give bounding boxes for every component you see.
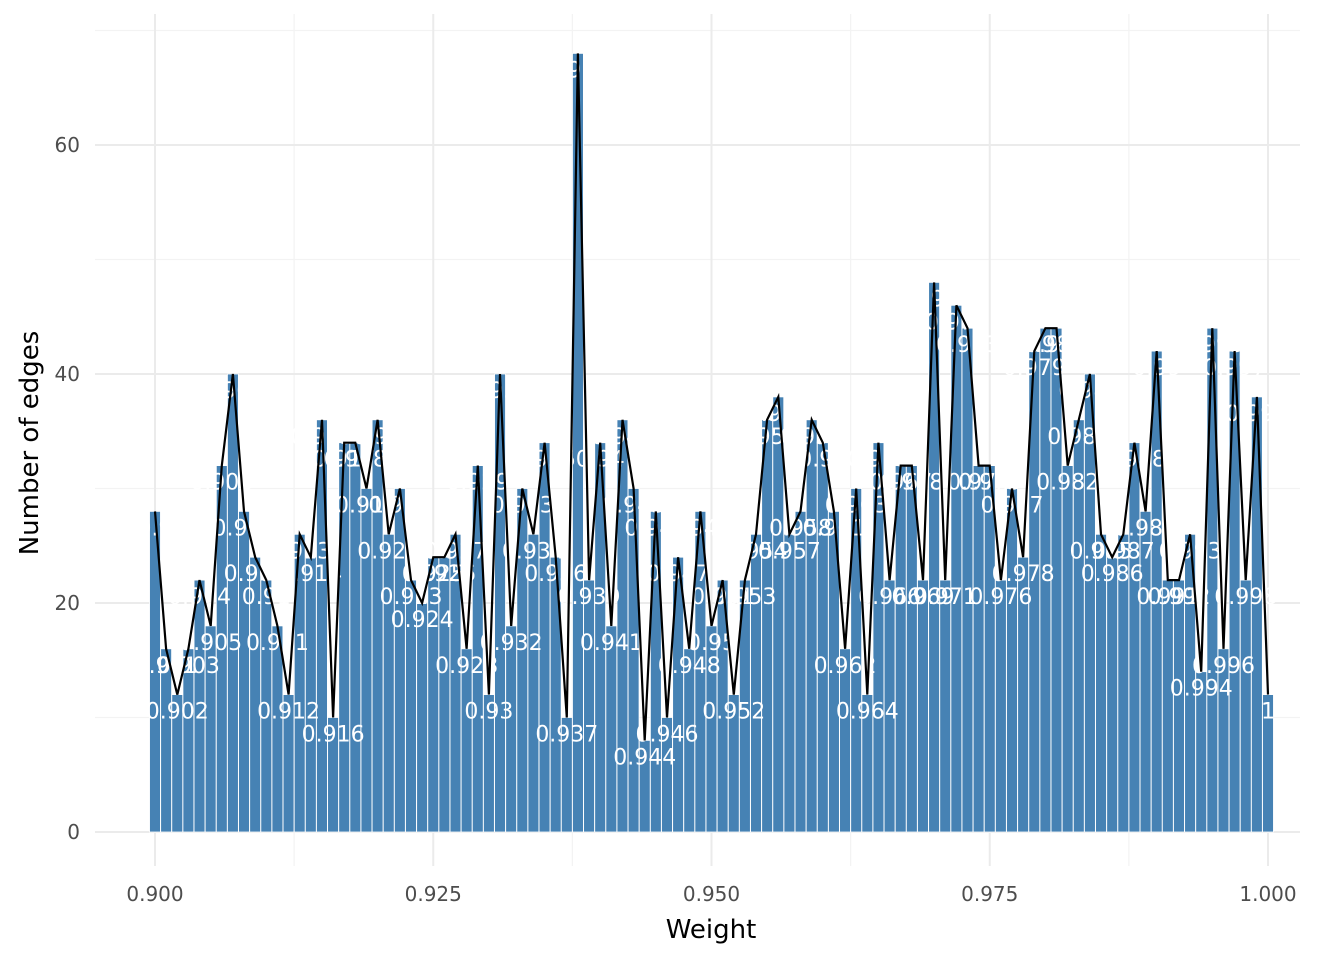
bar-label: 0.977 <box>981 494 1044 519</box>
bar-label: 0.926 <box>413 562 476 587</box>
bar <box>1106 556 1119 833</box>
trend-line <box>153 53 1270 741</box>
bar-label: 0.964 <box>836 700 899 725</box>
bar-label: 0.948 <box>658 654 721 679</box>
bar-label: 0.994 <box>1170 677 1233 702</box>
bar-label: 0.902 <box>146 700 209 725</box>
bar-label: 0.922 <box>368 494 431 519</box>
bar-label: 0.969 <box>891 585 954 610</box>
bar <box>371 419 384 833</box>
bar-label: 0.941 <box>580 631 643 656</box>
bar-label: 0.924 <box>391 608 454 633</box>
bar <box>750 533 762 833</box>
bar-label: 0.98 <box>1021 333 1070 358</box>
bar-label: 0.932 <box>480 631 543 656</box>
bar-label: 0.976 <box>969 585 1032 610</box>
bar <box>1006 488 1018 833</box>
bar-label: 0.998 <box>1214 585 1277 610</box>
bar <box>783 533 796 833</box>
bar <box>382 533 395 833</box>
bar-label: 0.912 <box>257 700 320 725</box>
y-axis-title: Number of edges <box>15 331 45 556</box>
y-tick-label: 60 <box>55 133 80 157</box>
bar <box>1173 579 1185 833</box>
bar-label: 0.982 <box>1036 471 1099 496</box>
bar <box>271 625 284 833</box>
x-tick-label: 0.950 <box>683 882 740 906</box>
bar-label: 0.971 <box>914 585 977 610</box>
bar <box>416 602 428 833</box>
y-tick-label: 20 <box>55 591 80 615</box>
bar-label: 0.93 <box>464 700 513 725</box>
bar-label: 0.914 <box>279 562 342 587</box>
bar-label: 0.991 <box>1136 585 1199 610</box>
bar <box>905 465 918 833</box>
bar <box>983 465 996 833</box>
bar-label: 0.957 <box>758 539 821 564</box>
bar-label: 0.909 <box>224 562 287 587</box>
axis-ticks: 0.900 0.925 0.950 0.975 1.000 0 20 40 60 <box>55 133 1297 906</box>
bar <box>917 579 929 833</box>
bar <box>894 465 907 833</box>
bar <box>1239 579 1252 833</box>
bar-label: 0.986 <box>1081 562 1144 587</box>
y-tick-label: 0 <box>67 820 80 844</box>
bar-label: 0.911 <box>246 631 309 656</box>
bar-label: 0.908 <box>213 516 276 541</box>
bar <box>939 579 952 833</box>
bar-label: 0.954 <box>725 539 788 564</box>
x-tick-label: 0.900 <box>126 882 183 906</box>
bar-label: 0.974 <box>947 471 1010 496</box>
bar-label: 0.987 <box>1092 539 1155 564</box>
bar-label: 1 <box>1261 700 1275 725</box>
bar-label: 0.988 <box>1103 448 1166 473</box>
x-axis-title: Weight <box>666 915 757 945</box>
bar <box>605 625 618 833</box>
bar <box>1128 442 1141 833</box>
bar <box>505 625 518 833</box>
bar-label: 0.952 <box>702 700 765 725</box>
bar-label: 0.91 <box>242 585 291 610</box>
y-tick-label: 40 <box>55 362 80 386</box>
bar <box>772 396 785 833</box>
bar <box>972 465 985 833</box>
x-tick-label: 1.000 <box>1239 882 1296 906</box>
bar <box>304 556 317 833</box>
bar-label: 0.918 <box>324 448 387 473</box>
bar-label: 0.983 <box>1047 425 1110 450</box>
bar <box>961 327 974 833</box>
bar-label: 0.944 <box>613 745 676 770</box>
bar <box>805 419 818 833</box>
bar-label: 0.903 <box>157 654 220 679</box>
bar <box>1161 579 1174 833</box>
bar <box>583 579 595 833</box>
bar-label: 0.904 <box>168 585 231 610</box>
bar <box>316 419 328 833</box>
bar-label: 0.921 <box>357 539 420 564</box>
bar-label: 0.966 <box>858 585 921 610</box>
x-tick-label: 0.975 <box>961 882 1018 906</box>
bar-label: 0.923 <box>379 585 442 610</box>
bar <box>995 579 1007 833</box>
trend-line-group <box>153 53 1270 741</box>
bar <box>238 510 250 833</box>
bar <box>1206 327 1219 833</box>
bar <box>761 419 774 833</box>
bar-label: 0.992 <box>1147 585 1210 610</box>
bar <box>572 53 584 833</box>
bar-label: 0.916 <box>302 723 365 748</box>
bar <box>1061 465 1074 833</box>
bar-label: 0.958 <box>769 516 832 541</box>
bars <box>149 53 1274 833</box>
bar-label: 0.937 <box>535 723 598 748</box>
x-tick-label: 0.925 <box>405 882 462 906</box>
bar-label: 0.985 <box>1070 539 1133 564</box>
